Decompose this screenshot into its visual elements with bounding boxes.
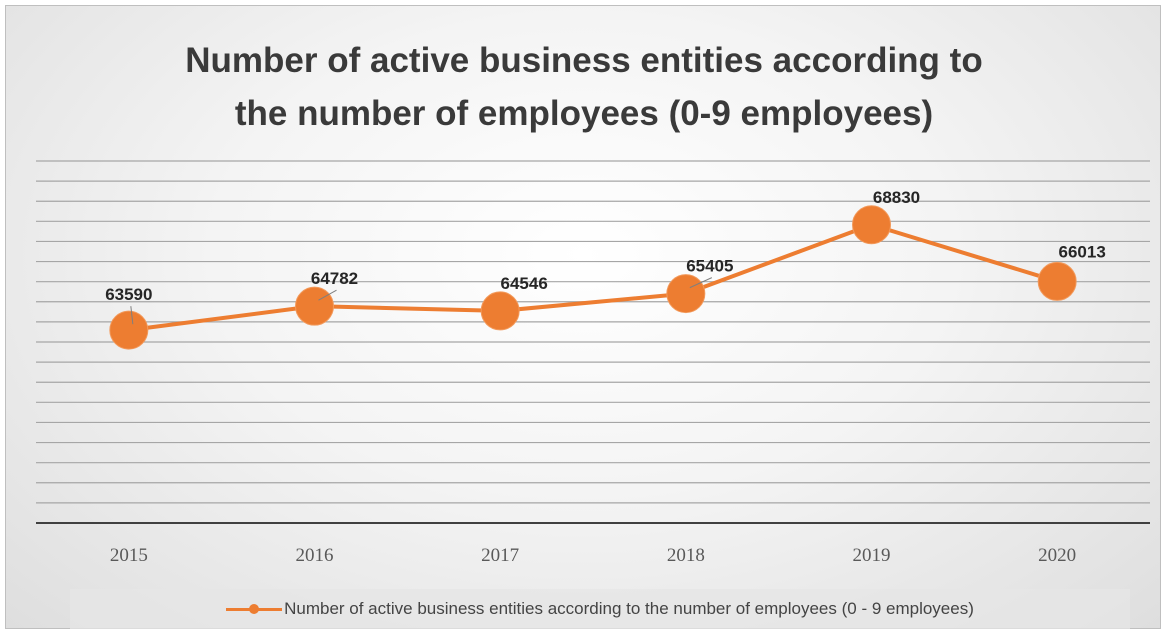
chart-frame: Number of active business entities accor…	[5, 5, 1161, 629]
data-label: 65405	[686, 257, 733, 276]
data-labels: 63590 64782 64546 65405 68830 66013	[105, 188, 1106, 325]
data-label-leader	[318, 289, 337, 301]
data-label: 66013	[1059, 242, 1106, 261]
data-point-marker	[666, 274, 706, 314]
data-point-marker	[1037, 261, 1077, 301]
data-label: 63590	[105, 285, 152, 304]
x-tick-label: 2020	[1038, 545, 1076, 566]
data-point-marker	[295, 286, 334, 326]
data-label: 64782	[311, 269, 358, 288]
legend-marker-icon	[226, 603, 283, 615]
x-tick-label: 2017	[481, 545, 519, 566]
x-tick-label: 2015	[110, 545, 148, 566]
data-label-leader	[689, 277, 713, 289]
gridlines	[36, 160, 1150, 504]
x-tick-label: 2018	[667, 545, 705, 566]
legend-entry-label: Number of active business entities accor…	[284, 599, 974, 618]
x-tick-label: 2019	[853, 545, 891, 566]
x-tick-label: 2016	[296, 545, 334, 566]
series-line	[128, 222, 1058, 333]
chart-title: Number of active business entities accor…	[6, 34, 1162, 140]
legend: Number of active business entities accor…	[70, 589, 1130, 629]
data-label: 64546	[501, 274, 548, 293]
data-label: 68830	[873, 188, 920, 207]
chart-title-line-2: the number of employees (0-9 employees)	[234, 94, 934, 133]
data-point-marker	[480, 291, 520, 331]
series-line-group	[109, 205, 1077, 350]
plot-area: 2015 2016 2017 2018 2019 2020 63590 64782 64546…	[36, 160, 1150, 566]
data-point-marker	[852, 205, 891, 245]
chart-title-line-1: Number of active business entities accor…	[185, 41, 983, 80]
data-point-marker	[109, 310, 149, 350]
data-label-leader	[130, 306, 134, 325]
x-tick-labels: 2015 2016 2017 2018 2019 2020	[110, 545, 1076, 566]
